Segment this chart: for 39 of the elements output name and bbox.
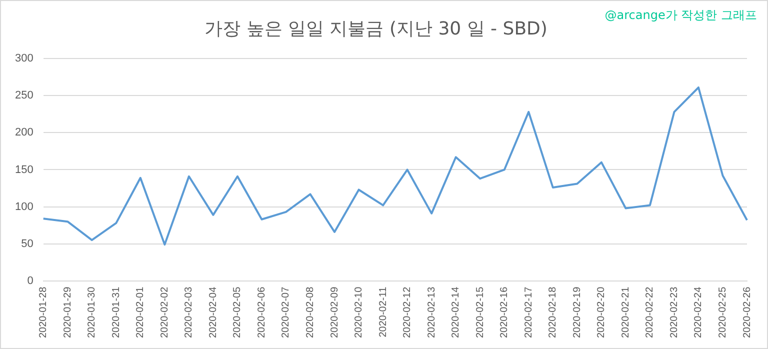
x-tick-label: 2020-02-15 [474,286,486,338]
x-tick-label: 2020-01-30 [86,286,98,338]
x-tick-label: 2020-02-05 [232,286,244,338]
x-tick-label: 2020-02-06 [256,286,268,338]
x-tick-label: 2020-02-04 [208,286,219,338]
x-tick-label: 2020-02-14 [450,286,462,338]
y-tick-label: 300 [14,52,34,65]
x-tick-label: 2020-02-25 [717,286,728,338]
x-tick-label: 2020-02-26 [742,286,753,338]
y-tick-label: 50 [21,238,34,250]
chart-title: 가장 높은 일일 지불금 (지난 30 일 - SBD) [204,18,548,40]
x-tick-label: 2020-02-01 [135,286,146,338]
x-tick-label: 2020-01-31 [110,286,122,338]
x-tick-label: 2020-02-07 [280,286,292,338]
x-tick-label: 2020-02-22 [644,286,656,338]
x-tick-label: 2020-02-12 [402,286,414,338]
y-tick-label: 0 [27,274,34,287]
x-tick-label: 2020-02-11 [378,286,389,338]
x-tick-label: 2020-02-02 [159,286,170,338]
x-tick-label: 2020-02-17 [523,286,534,338]
y-tick-label: 250 [14,90,34,102]
x-tick-label: 2020-02-03 [184,286,195,338]
x-tick-label: 2020-02-16 [499,286,510,338]
x-tick-label: 2020-02-21 [620,286,632,338]
x-tick-label: 2020-02-09 [329,286,340,338]
y-tick-label: 100 [14,200,34,213]
y-tick-label: 150 [14,164,34,176]
x-tick-label: 2020-02-18 [548,286,559,338]
x-tick-label: 2020-02-10 [354,286,365,338]
x-tick-label: 2020-02-08 [305,286,316,338]
x-tick-label: 2020-02-13 [426,286,438,338]
text: @arcange가 작성한 그래프 [604,7,757,24]
x-tick-label: 2020-02-23 [668,286,680,338]
x-tick-label: 2020-02-19 [572,286,583,338]
x-tick-label: 2020-01-28 [38,286,50,338]
x-tick-label: 2020-01-29 [62,286,74,338]
y-tick-label: 200 [14,126,34,139]
x-tick-label: 2020-02-24 [693,286,704,338]
x-tick-label: 2020-02-20 [596,286,608,338]
